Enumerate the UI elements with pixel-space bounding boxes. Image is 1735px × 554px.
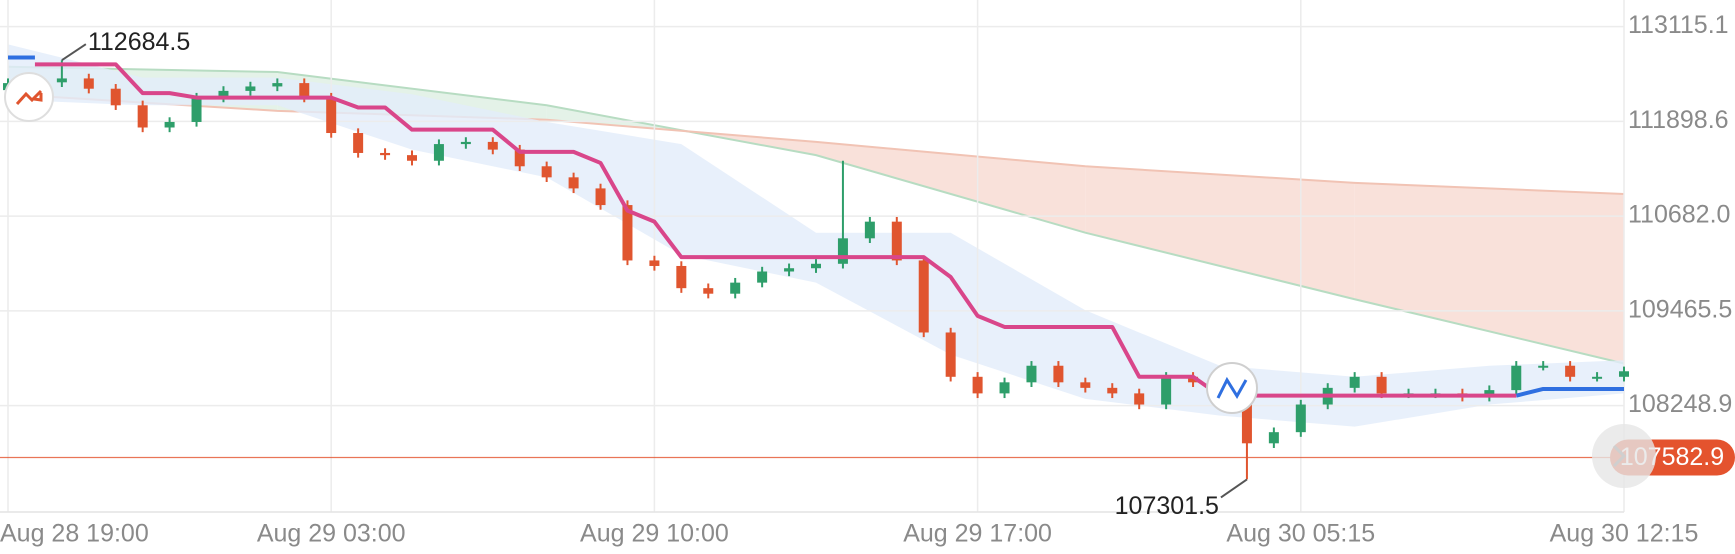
trend-line — [1515, 386, 1624, 398]
candle-body — [1511, 365, 1522, 391]
candle-body — [164, 121, 175, 128]
candle-body — [1295, 404, 1306, 433]
candle-body — [784, 268, 795, 272]
band-area — [8, 44, 1624, 427]
cloud-line — [7, 65, 1625, 365]
candle-body — [649, 260, 660, 266]
candle-body — [1053, 365, 1064, 383]
candle-body — [1268, 432, 1279, 444]
icon-glyph — [15, 89, 43, 106]
icon-glyph — [1216, 376, 1248, 399]
candle-body — [1592, 376, 1603, 379]
candle-body — [407, 155, 417, 161]
candle-body — [811, 263, 821, 269]
candle-body — [380, 152, 391, 156]
candle-body — [1565, 365, 1576, 377]
y-tick-label: 111898.6 — [1628, 106, 1729, 134]
background-layer — [7, 44, 1625, 427]
candle-body — [757, 271, 768, 283]
candle-body — [945, 332, 956, 377]
candle-body — [487, 141, 498, 150]
candle-body — [864, 221, 875, 239]
candle-body — [837, 238, 848, 264]
scroll-glyph — [1612, 444, 1627, 468]
candle-body — [703, 288, 714, 294]
candle-body — [1484, 390, 1495, 397]
y-tick-label: 109465.5 — [1628, 295, 1732, 323]
candle-body — [245, 86, 256, 91]
candle-body — [568, 177, 579, 189]
candle-body — [218, 90, 229, 98]
y-tick-label: 110682.0 — [1628, 201, 1730, 229]
candle-body — [1376, 376, 1387, 394]
x-tick-label: Aug 29 10:00 — [580, 520, 729, 548]
x-tick-label: Aug 28 19:00 — [0, 520, 149, 548]
scroll-button[interactable] — [1592, 424, 1656, 488]
candle-body — [1538, 365, 1549, 368]
candle-body — [353, 133, 364, 153]
candle-body — [1080, 382, 1091, 388]
label-layer: 113115.1 111898.6 110682.0 109465.5 108248.9… — [0, 11, 1735, 548]
indicator-icon[interactable] — [1206, 362, 1258, 414]
candle-body — [460, 141, 471, 145]
candle-body — [999, 382, 1010, 394]
candle-body — [1241, 404, 1252, 444]
candle-body — [622, 205, 633, 261]
cloud-area — [1354, 182, 1624, 364]
cloud-area — [816, 141, 1086, 233]
indicator-icon[interactable] — [4, 72, 54, 122]
icon-glyph — [33, 93, 43, 102]
y-tick-label: 108248.9 — [1628, 390, 1732, 418]
candle-body — [1161, 376, 1172, 405]
candle-body — [595, 188, 606, 206]
x-tick-label: Aug 29 17:00 — [903, 520, 1052, 548]
x-tick-label: Aug 29 03:00 — [257, 520, 406, 548]
candle-body — [541, 166, 552, 178]
cloud-line — [7, 93, 1625, 196]
candle-body — [110, 88, 121, 106]
candle-body — [433, 144, 444, 161]
high-annotation: 112684.5 — [88, 28, 190, 56]
candle-body — [1026, 365, 1037, 383]
x-tick-label: Aug 30 05:15 — [1226, 520, 1375, 548]
low-annotation: 107301.5 — [1115, 492, 1219, 520]
candle-body — [1619, 371, 1629, 377]
candle-body — [1134, 393, 1145, 405]
candle-body — [676, 265, 687, 289]
candle-body — [56, 78, 67, 83]
candle-body — [1188, 376, 1199, 383]
y-tick-label: 113115.1 — [1628, 11, 1729, 39]
candle-body — [83, 78, 94, 89]
cloud-area — [1085, 166, 1355, 300]
candle-body — [1349, 376, 1360, 388]
candle-body — [514, 149, 525, 167]
trend-line — [34, 62, 1517, 398]
candle-body — [326, 97, 337, 134]
annotation-leader — [1220, 478, 1248, 499]
candle-body — [272, 83, 283, 87]
candle-body — [137, 105, 148, 128]
candle-body — [299, 83, 310, 98]
candle-body — [730, 282, 741, 294]
candle-body — [972, 376, 983, 394]
data-layer — [3, 55, 1629, 480]
annotation-leader — [61, 43, 87, 61]
candle-body — [191, 97, 202, 122]
candle-body — [918, 260, 929, 333]
x-tick-label: Aug 30 12:15 — [1550, 520, 1699, 548]
candle-body — [891, 221, 902, 261]
candle-body — [1107, 387, 1118, 394]
